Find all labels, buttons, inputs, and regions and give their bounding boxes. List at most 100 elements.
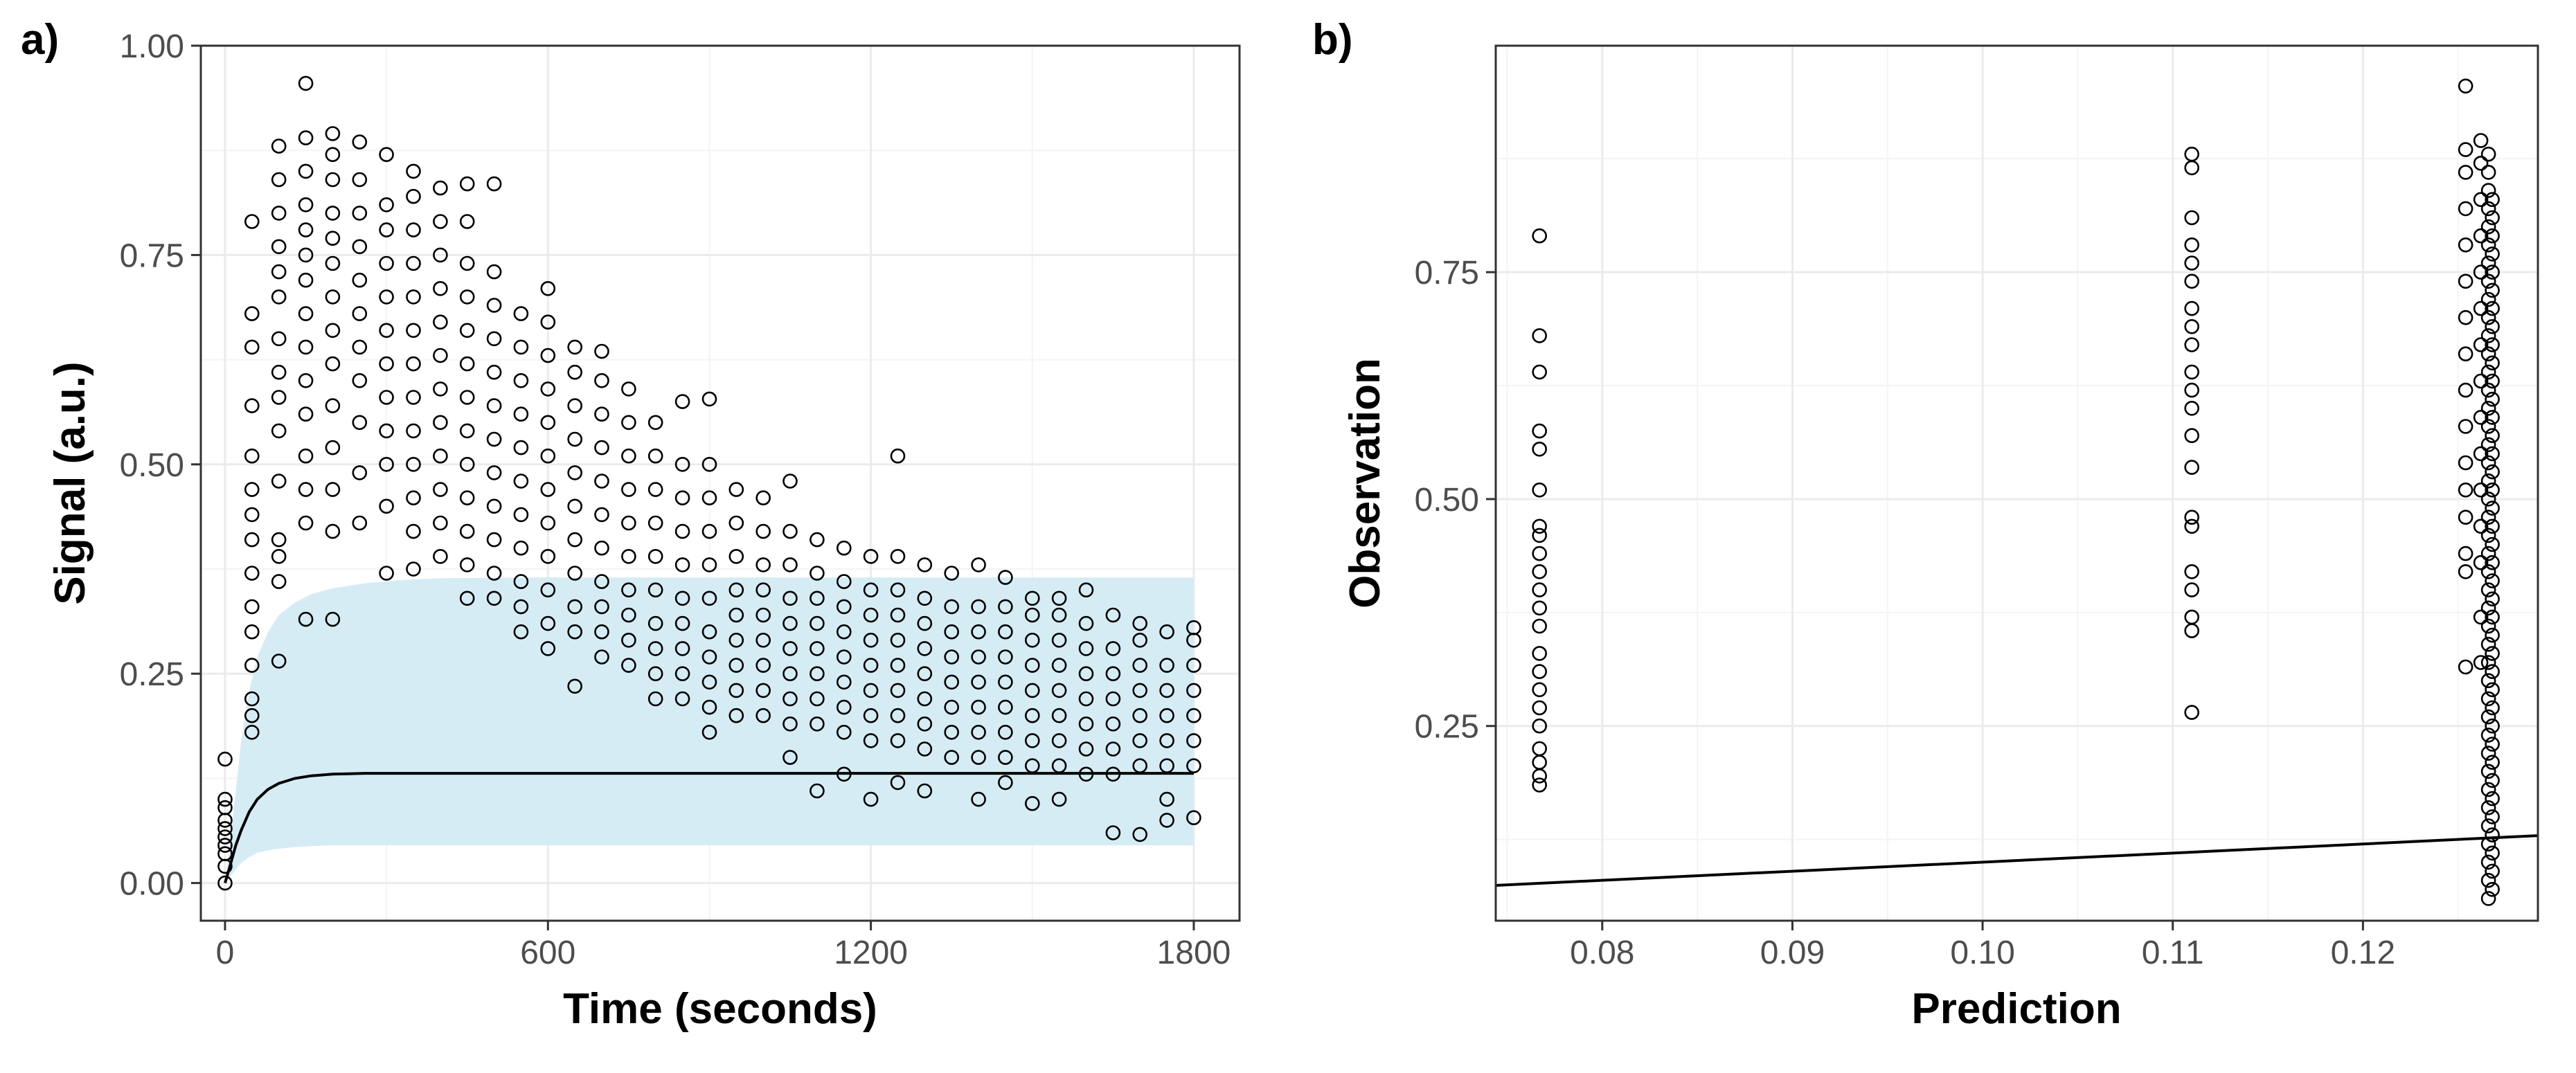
observation-point [513,474,529,489]
observation-point [701,456,717,472]
observation-point [2485,791,2500,806]
observation-point [863,582,879,598]
observation-point [837,699,852,715]
observation-point [271,423,287,439]
observation-point [728,582,744,598]
observation-point [1532,423,1547,439]
observation-point [325,356,341,372]
observation-point [2473,410,2489,425]
observation-point [271,239,287,255]
observation-point [917,741,933,757]
observation-point [379,147,394,162]
observation-point [325,398,341,413]
observation-point [486,465,502,480]
observation-point [513,406,529,422]
observation-point [406,423,421,439]
observation-point [513,574,529,589]
observation-point [837,766,852,782]
observation-point [944,699,959,715]
observation-point [782,666,798,682]
observation-point [782,557,798,572]
observation-point [406,289,421,305]
observation-point [298,482,314,497]
observation-point [647,582,663,598]
observation-point [2458,563,2474,579]
panel-a-y-axis-title: Signal (a.u.) [46,361,94,604]
observation-point [1159,813,1174,828]
observation-point [2485,318,2500,334]
observation-point [2480,728,2496,743]
observation-point [2485,700,2500,716]
observation-point [810,783,825,799]
observation-point [2458,659,2474,675]
observation-point [2485,355,2500,371]
observation-point [2480,219,2496,235]
observation-point [2458,545,2474,561]
observation-point [971,699,986,715]
observation-point [701,725,717,740]
observation-point [352,134,368,150]
observation-point [2473,519,2489,534]
observation-point [1078,766,1094,782]
observation-point [1532,718,1547,734]
observation-point [728,632,744,648]
observation-point [1025,758,1040,773]
observation-point [1532,664,1547,679]
observation-point [2473,482,2489,498]
observation-point [837,540,852,556]
observation-point [298,339,314,355]
observation-point [2458,482,2474,498]
observation-point [540,381,556,397]
observation-point [1532,364,1547,380]
observation-point [810,691,825,707]
observation-point [271,548,287,564]
observation-point [837,649,852,665]
observation-point [890,658,906,673]
observation-point [647,448,663,464]
observation-point [2485,264,2500,280]
observation-point [271,264,287,280]
observation-point [352,465,368,480]
observation-point [1532,545,1547,561]
observation-point [325,206,341,221]
observation-point [890,733,906,748]
observation-point [890,632,906,648]
observation-point [674,615,690,631]
observation-point [2480,291,2496,307]
observation-point [325,523,341,539]
observation-point [298,222,314,237]
observation-point [540,641,556,656]
observation-point [298,130,314,145]
observation-point [433,415,448,431]
observation-point [2480,255,2496,271]
observation-point [2458,142,2474,157]
panel-a-ribbon-layer [225,577,1194,883]
observation-point [863,683,879,698]
observation-point [782,716,798,732]
panel-b-label: b) [1312,16,1353,64]
observation-point [1186,733,1201,748]
observation-point [433,548,448,564]
observation-point [917,641,933,656]
observation-point [2184,364,2199,380]
observation-point [782,691,798,707]
panel-b-gridlines [1496,46,2538,921]
observation-point [2473,228,2489,244]
observation-point [917,716,933,732]
observation-point [621,415,636,431]
observation-point [1051,683,1067,698]
observation-point [244,566,260,581]
observation-point [2480,655,2496,670]
observation-point [540,448,556,464]
observation-point [917,783,933,799]
observation-point [298,406,314,422]
observation-point [998,725,1013,740]
observation-point [2480,563,2496,579]
observation-point [2480,618,2496,634]
panel-b: b) 0.08 0.09 0.10 0.11 0.12 0.25 0.50 0.75 Pre… [1312,16,2539,1033]
observation-point [2480,400,2496,416]
observation-point [810,566,825,581]
observation-point [1186,683,1201,698]
observation-point [890,448,906,464]
observation-point [1532,482,1547,498]
